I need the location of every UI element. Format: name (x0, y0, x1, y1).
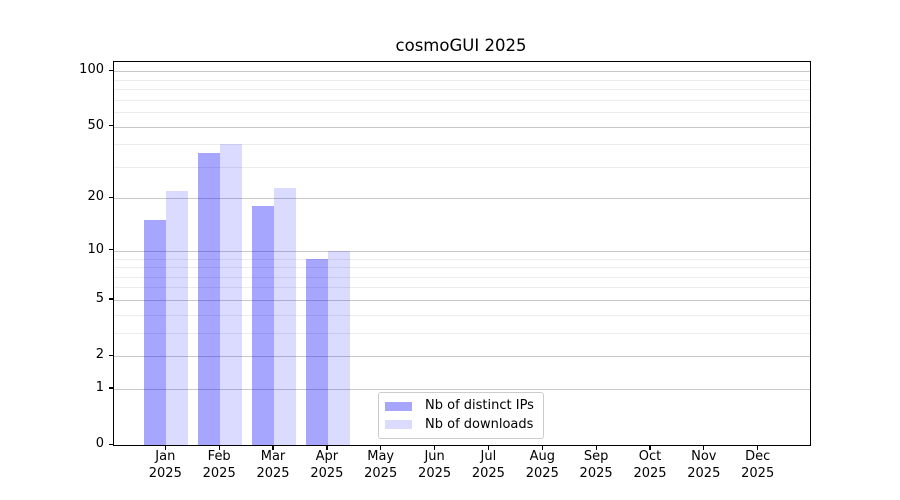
y-tick-mark (109, 249, 113, 251)
grid-line-minor (114, 166, 810, 168)
x-tick-label: Mar 2025 (256, 449, 290, 481)
x-tick-label: Sep 2025 (579, 449, 613, 481)
bar-downloads (274, 187, 296, 445)
x-tick-label: Jun 2025 (418, 449, 452, 481)
legend-label-downloads: Nb of downloads (425, 416, 534, 432)
x-tick-label: Nov 2025 (687, 449, 721, 481)
x-tick-label: Apr 2025 (310, 449, 344, 481)
x-tick-label: Jul 2025 (471, 449, 505, 481)
bar-downloads (327, 250, 350, 445)
x-tick-mark (649, 445, 651, 450)
y-tick-mark (109, 125, 113, 127)
x-tick-mark (541, 445, 543, 450)
y-tick-label: 20 (87, 189, 104, 205)
grid-line-minor (114, 111, 810, 113)
grid-line-major (114, 250, 810, 252)
y-tick-label: 50 (87, 117, 104, 133)
chart-title: cosmoGUI 2025 (395, 36, 527, 55)
grid-line-minor (114, 287, 810, 289)
grid-line-major (114, 71, 810, 73)
grid-line-major (114, 198, 810, 200)
plot-area: Nb of distinct IPs Nb of downloads (113, 61, 811, 446)
x-tick-label: Feb 2025 (202, 449, 236, 481)
bar-distinct-ips (305, 258, 328, 445)
grid-line-major (114, 299, 810, 301)
bar-distinct-ips (198, 152, 221, 445)
x-tick-label: May 2025 (364, 449, 398, 481)
bar-distinct-ips (144, 220, 167, 445)
y-tick-mark (109, 196, 113, 199)
y-tick-mark (109, 354, 113, 356)
grid-line-major (114, 126, 810, 128)
bar-distinct-ips (252, 206, 274, 445)
x-tick-mark (487, 445, 490, 450)
legend-item-downloads: Nb of downloads (385, 417, 535, 433)
y-tick-label: 0 (95, 436, 104, 451)
x-tick-label: Oct 2025 (633, 449, 667, 481)
grid-line-major (114, 356, 810, 357)
x-tick-mark (380, 445, 382, 450)
legend: Nb of distinct IPs Nb of downloads (378, 392, 544, 439)
y-tick-label: 100 (79, 62, 104, 78)
grid-line-minor (114, 332, 810, 334)
legend-swatch-distinct-ips (385, 401, 412, 411)
y-tick-label: 2 (95, 347, 104, 362)
y-tick-mark (109, 443, 113, 445)
bar-downloads (220, 144, 243, 445)
grid-line-major (114, 388, 810, 390)
x-tick-mark (703, 445, 705, 450)
x-tick-label: Jan 2025 (148, 449, 182, 481)
y-tick-mark (109, 298, 113, 300)
grid-line-minor (114, 258, 810, 260)
y-tick-label: 5 (95, 290, 104, 306)
x-tick-mark (164, 445, 166, 450)
y-tick-label: 1 (95, 379, 104, 395)
legend-item-distinct-ips: Nb of distinct IPs (385, 398, 535, 414)
grid-line-minor (114, 267, 810, 268)
y-tick-label: 10 (87, 241, 104, 257)
legend-swatch-downloads (385, 420, 412, 430)
y-tick-mark (109, 69, 113, 71)
grid-line-minor (114, 314, 810, 316)
x-tick-label: Aug 2025 (525, 449, 559, 481)
grid-line-minor (114, 144, 810, 146)
grid-line-minor (114, 276, 810, 278)
x-tick-label: Dec 2025 (741, 449, 775, 481)
x-tick-mark (757, 445, 759, 450)
grid-line-minor (114, 89, 810, 90)
x-tick-mark (595, 445, 597, 450)
legend-label-distinct-ips: Nb of distinct IPs (425, 398, 534, 414)
x-tick-mark (433, 445, 436, 450)
grid-line-minor (114, 79, 810, 81)
grid-line-minor (114, 99, 810, 101)
x-tick-mark (326, 445, 328, 450)
x-tick-mark (218, 445, 220, 450)
x-tick-mark (272, 445, 274, 450)
bar-downloads (166, 191, 189, 445)
y-tick-mark (109, 387, 113, 389)
